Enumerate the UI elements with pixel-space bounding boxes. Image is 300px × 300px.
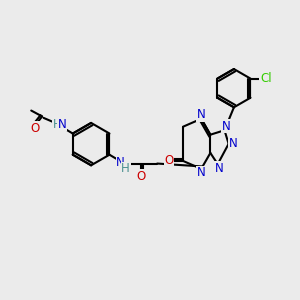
Text: H: H: [121, 162, 130, 175]
Text: N: N: [229, 137, 238, 150]
Text: Cl: Cl: [260, 72, 272, 85]
Text: N: N: [58, 118, 67, 130]
Text: O: O: [136, 170, 146, 183]
Text: N: N: [215, 162, 224, 175]
Text: O: O: [164, 154, 174, 167]
Text: N: N: [197, 108, 206, 121]
Text: N: N: [197, 167, 206, 179]
Text: H: H: [53, 118, 62, 131]
Text: N: N: [116, 157, 125, 169]
Text: O: O: [30, 122, 40, 135]
Text: N: N: [222, 120, 230, 133]
